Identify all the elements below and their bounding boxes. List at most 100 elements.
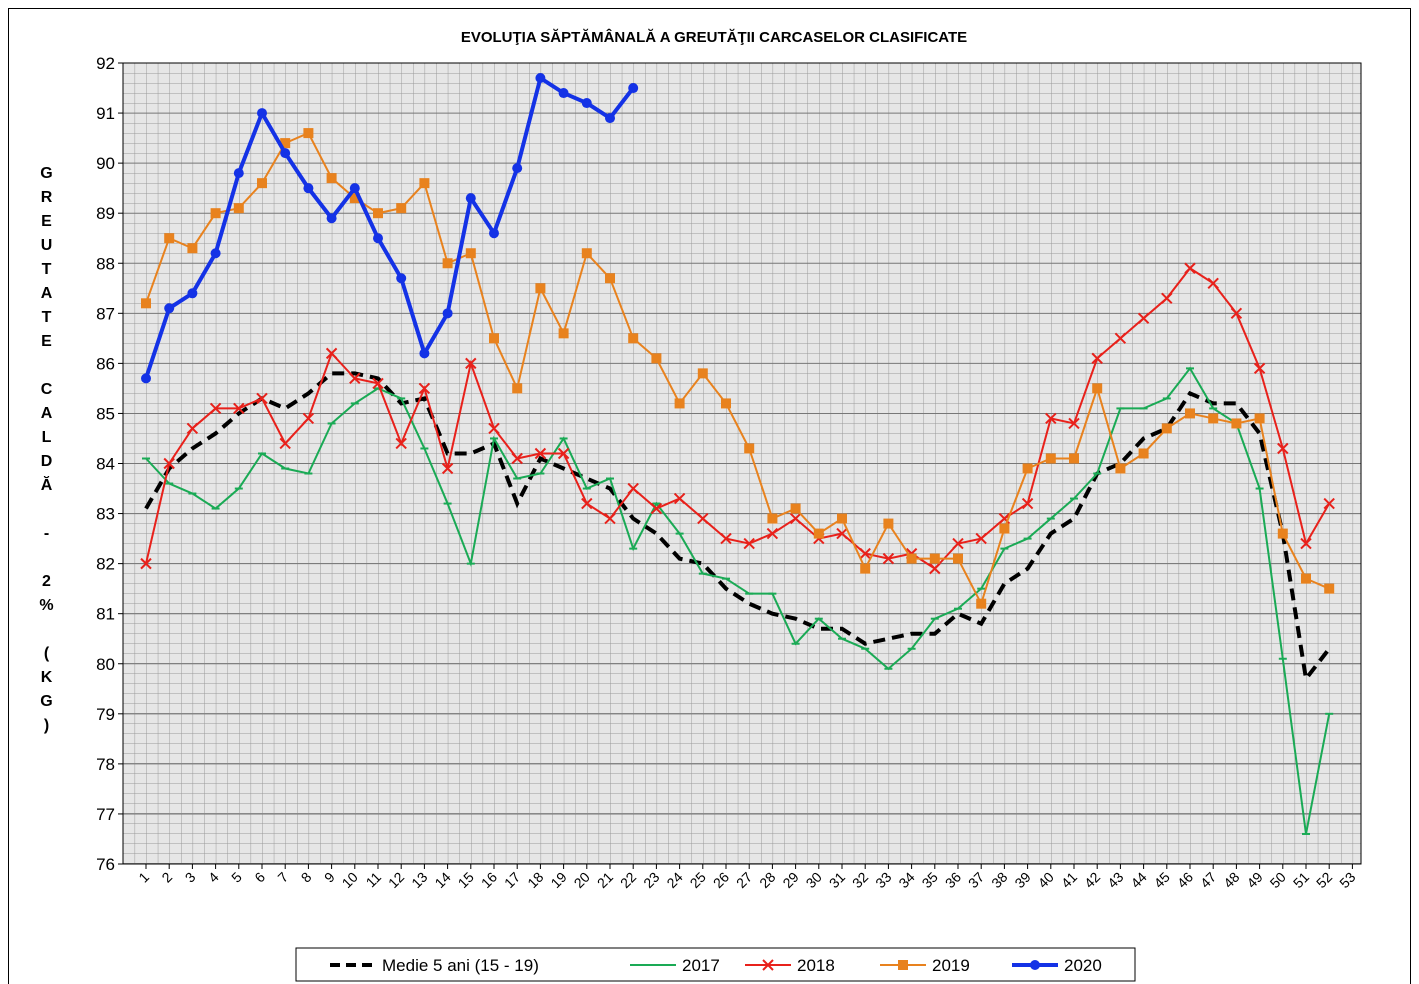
point [790,503,801,514]
point [999,523,1010,534]
point [1184,262,1196,274]
x-tick-label: 12 [385,869,407,891]
point [1277,442,1289,455]
x-tick-label: 22 [617,869,639,891]
x-tick-label: 23 [640,869,662,891]
x-tick-label: 31 [826,869,848,891]
point [535,73,546,84]
point [349,193,360,204]
point [280,138,291,149]
x-tick-label: 41 [1058,869,1080,891]
x-tick-label: 11 [363,869,385,891]
point [605,113,615,124]
point [789,512,802,525]
x-tick-label: 46 [1174,869,1196,891]
point [1022,463,1033,474]
legend-marker-shape [898,960,908,970]
point [953,553,963,564]
legend-marker [1030,960,1040,970]
point [256,392,268,405]
point [697,512,709,525]
point [558,328,569,339]
point [210,248,221,259]
point [975,532,987,545]
legend-label: 2019 [932,956,970,975]
legend-marker-shape [762,959,774,971]
point [1300,537,1312,550]
point [743,537,755,550]
point [489,228,499,239]
point [557,447,570,460]
point [766,527,779,540]
point [883,518,894,529]
point [605,273,615,284]
point [512,383,523,394]
point [1045,453,1056,464]
point [209,402,222,415]
x-tick-label: 39 [1011,869,1033,891]
point [372,377,384,390]
y-tick-label: 92 [96,54,115,73]
point [233,203,244,214]
x-tick-label: 7 [274,869,291,886]
point [627,482,639,495]
point [1161,423,1172,434]
chart-border [8,8,1411,984]
x-tick-label: 13 [408,869,430,891]
point [651,353,662,364]
point [929,562,941,575]
point [395,437,407,450]
x-tick-label: 27 [733,869,755,891]
x-tick-label: 32 [849,869,871,891]
point [1114,332,1127,345]
point [673,492,686,505]
x-tick-label: 53 [1336,869,1358,891]
point [349,183,360,194]
point [1068,417,1080,430]
point [1277,528,1288,539]
point [1161,292,1173,305]
x-tick-label: 43 [1104,869,1126,891]
point [581,248,592,259]
x-tick-label: 20 [571,869,593,891]
point [419,178,430,189]
legend-marker [762,959,774,971]
y-tick-label: 91 [96,104,115,123]
series-line [145,131,1330,607]
point [976,598,987,609]
point [233,168,244,179]
legend-label: 2017 [682,956,720,975]
point [1091,352,1103,365]
x-tick-label: 29 [779,869,801,891]
x-tick-label: 19 [547,869,569,891]
y-tick-label: 82 [96,555,115,574]
x-tick-label: 9 [321,869,338,886]
point [535,283,546,294]
x-tick-label: 35 [919,869,941,891]
x-tick-label: 21 [594,869,616,891]
point [534,447,547,460]
point [882,552,895,565]
x-tick-label: 48 [1220,869,1242,891]
point [465,193,476,204]
x-tick-label: 25 [687,869,709,891]
point [906,553,917,564]
point [326,173,337,184]
x-tick-label: 44 [1127,869,1149,891]
point [628,83,639,94]
y-tick-label: 76 [96,855,115,874]
point [628,333,639,344]
point [233,402,245,415]
point [604,512,616,525]
point [396,273,407,284]
legend-label: 2020 [1064,956,1102,975]
x-tick-label: 51 [1290,869,1312,891]
x-tick-label: 10 [339,869,361,891]
point [141,373,151,384]
point [1045,412,1057,425]
series-line [144,371,1331,684]
point [257,108,267,119]
x-tick-label: 6 [251,869,268,886]
x-tick-label: 38 [988,869,1010,891]
